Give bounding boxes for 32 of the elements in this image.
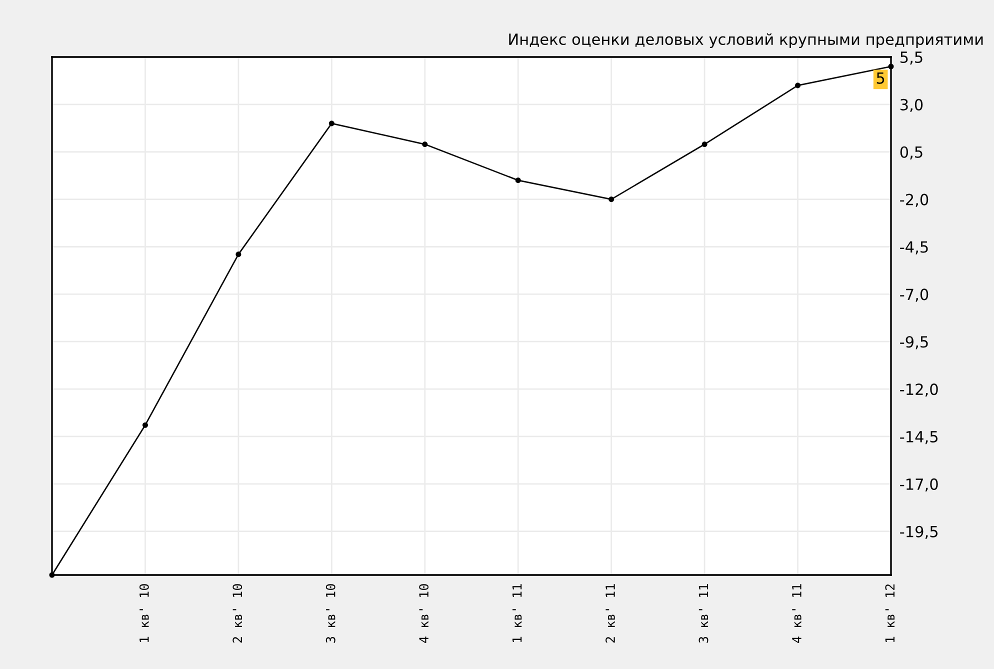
x-tick-label: 1 кв' 11 <box>512 584 522 642</box>
point <box>515 178 521 184</box>
y-tick-label: -7,0 <box>900 288 928 302</box>
y-tick-label: 3,0 <box>900 98 923 112</box>
y-tick-label: -19,5 <box>900 526 938 539</box>
point <box>142 422 148 428</box>
point <box>702 142 708 148</box>
chart-title: Индекс оценки деловых условий крупными предприятими <box>509 33 983 48</box>
y-tick-label: 5,5 <box>900 52 922 65</box>
y-tick-label: -4,5 <box>900 241 928 254</box>
point <box>49 572 55 578</box>
x-tick-label: 1 кв' 12 <box>885 584 894 642</box>
y-tick-label: -17,0 <box>900 478 938 492</box>
point <box>608 196 614 202</box>
y-tick-label: -2,0 <box>900 194 928 207</box>
y-tick-label: -14,5 <box>900 431 938 444</box>
data-label: 5 <box>876 72 884 84</box>
x-tick-label: 4 кв' 10 <box>419 584 429 643</box>
x-tick-label: 3 кв' 11 <box>698 584 708 643</box>
y-tick-label: -12,0 <box>900 384 938 397</box>
y-tick-label: -9,5 <box>900 336 928 350</box>
x-tick-label: 3 кв' 10 <box>326 584 336 643</box>
x-tick-label: 2 кв' 11 <box>606 584 615 643</box>
point <box>795 82 801 88</box>
point <box>328 120 334 126</box>
point <box>236 252 242 258</box>
point <box>422 142 428 148</box>
point <box>888 64 894 70</box>
x-tick-label: 1 кв' 10 <box>139 584 149 642</box>
x-tick-label: 4 кв' 11 <box>792 584 802 643</box>
x-tick-label: 2 кв' 10 <box>232 584 242 643</box>
y-tick-label: 0,5 <box>900 146 922 160</box>
